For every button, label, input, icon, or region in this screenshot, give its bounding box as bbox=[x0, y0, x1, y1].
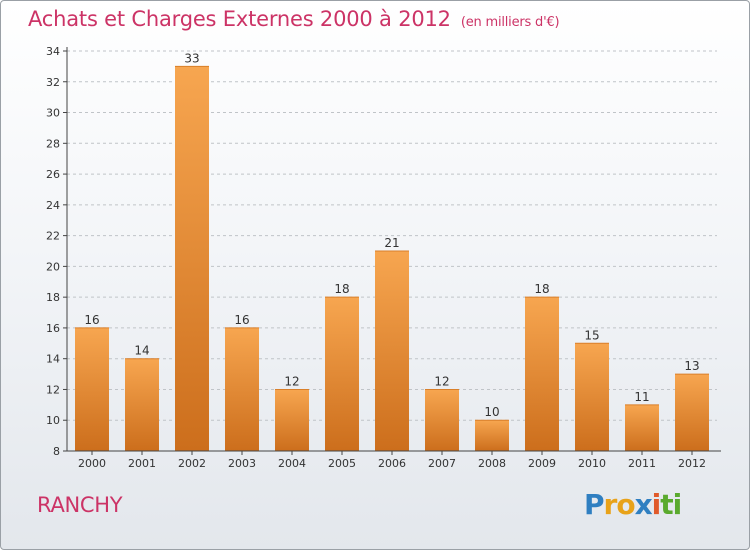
x-tick-label: 2006 bbox=[378, 457, 406, 470]
axes: 8 10 12 14 16 18 20 22 24 26 28 30 32 34 2000 2001 2002 2… bbox=[46, 45, 721, 470]
y-tick-label: 20 bbox=[46, 260, 60, 273]
commune-name: RANCHY bbox=[37, 493, 123, 517]
y-tick-label: 14 bbox=[46, 353, 60, 366]
y-tick-label: 24 bbox=[46, 199, 60, 212]
data-label: 15 bbox=[584, 328, 599, 342]
logo-letter: t bbox=[660, 488, 673, 521]
x-tick-label: 2009 bbox=[528, 457, 556, 470]
y-tick-label: 16 bbox=[46, 322, 60, 335]
x-tick-label: 2001 bbox=[128, 457, 156, 470]
x-tick-label: 2000 bbox=[78, 457, 106, 470]
bar bbox=[225, 327, 259, 451]
y-tick-label: 34 bbox=[46, 45, 60, 58]
chart-subtitle: (en milliers d'€) bbox=[460, 15, 560, 30]
bar bbox=[575, 343, 609, 451]
bar bbox=[675, 374, 709, 451]
x-tick-label: 2008 bbox=[478, 457, 506, 470]
bar bbox=[375, 251, 409, 451]
bar bbox=[475, 420, 509, 451]
data-label: 12 bbox=[284, 374, 299, 388]
logo-letter: x bbox=[634, 488, 653, 521]
x-tick-label: 2007 bbox=[428, 457, 456, 470]
logo-letter: i bbox=[672, 488, 683, 521]
y-tick-label: 22 bbox=[46, 230, 60, 243]
x-tick-label: 2011 bbox=[628, 457, 656, 470]
logo-letter: P bbox=[584, 488, 605, 521]
chart-title: Achats et Charges Externes 2000 à 2012 (e… bbox=[28, 7, 560, 31]
proxiti-logo[interactable]: Proxiti bbox=[584, 488, 683, 521]
x-tick-label: 2012 bbox=[678, 457, 706, 470]
y-tick-label: 8 bbox=[53, 445, 60, 458]
x-tick-label: 2002 bbox=[178, 457, 206, 470]
chart-title-text: Achats et Charges Externes 2000 à 2012 bbox=[28, 7, 451, 31]
data-label: 16 bbox=[234, 313, 249, 327]
y-tick-label: 12 bbox=[46, 383, 60, 396]
y-tick-label: 18 bbox=[46, 291, 60, 304]
x-tick-label: 2010 bbox=[578, 457, 606, 470]
bar bbox=[125, 358, 159, 451]
bar bbox=[625, 404, 659, 451]
data-label: 16 bbox=[84, 313, 99, 327]
bar bbox=[75, 327, 109, 451]
data-label: 33 bbox=[184, 51, 199, 65]
data-label: 11 bbox=[634, 390, 649, 404]
x-tick-label: 2004 bbox=[278, 457, 306, 470]
bar bbox=[325, 297, 359, 451]
bar bbox=[425, 389, 459, 451]
x-tick-label: 2005 bbox=[328, 457, 356, 470]
data-label: 13 bbox=[684, 359, 699, 373]
x-tick-label: 2003 bbox=[228, 457, 256, 470]
logo-letter: i bbox=[651, 488, 662, 521]
data-label: 10 bbox=[484, 405, 499, 419]
data-label: 21 bbox=[384, 236, 399, 250]
y-tick-label: 26 bbox=[46, 168, 60, 181]
bar bbox=[525, 297, 559, 451]
bar bbox=[275, 389, 309, 451]
y-tick-label: 10 bbox=[46, 414, 60, 427]
data-label: 18 bbox=[334, 282, 349, 296]
y-tick-label: 28 bbox=[46, 137, 60, 150]
bars: 16 14 33 16 12 18 21 12 10 18 15 11 13 bbox=[75, 51, 709, 451]
logo-letter: r bbox=[603, 488, 618, 521]
data-label: 12 bbox=[434, 374, 449, 388]
y-tick-label: 30 bbox=[46, 107, 60, 120]
data-label: 14 bbox=[134, 344, 149, 358]
bar bbox=[175, 66, 209, 451]
data-label: 18 bbox=[534, 282, 549, 296]
y-tick-label: 32 bbox=[46, 76, 60, 89]
logo-letter: o bbox=[616, 488, 635, 521]
